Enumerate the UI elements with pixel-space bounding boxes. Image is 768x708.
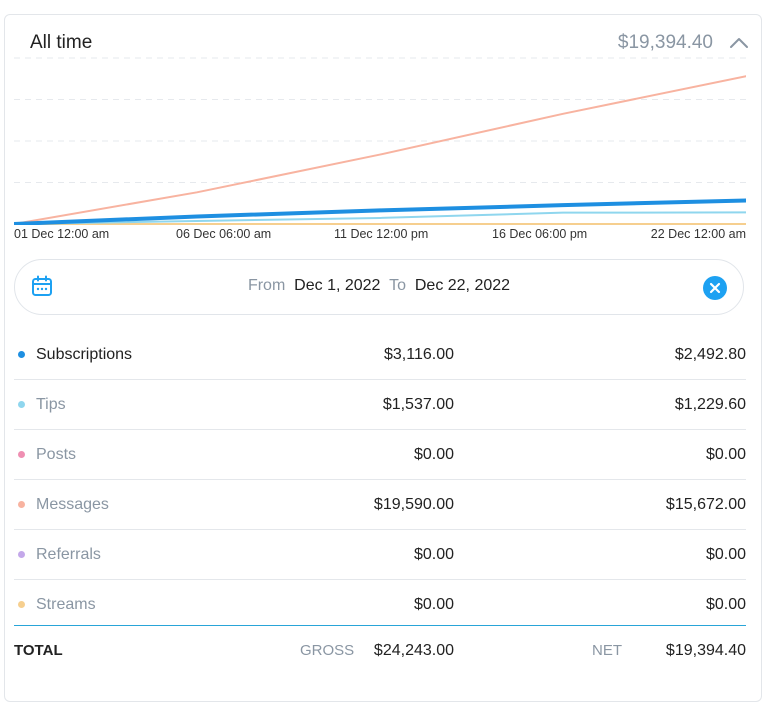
chevron-up-icon[interactable] <box>727 33 751 53</box>
series-dot <box>18 601 25 608</box>
card-header[interactable]: All time $19,394.40 <box>5 15 761 71</box>
totals-row: TOTAL GROSS $24,243.00 NET $19,394.40 <box>14 626 746 675</box>
to-label: To <box>389 277 406 294</box>
row-gross: $19,590.00 <box>373 496 454 513</box>
earnings-chart <box>14 40 746 240</box>
row-net: $15,672.00 <box>665 496 746 513</box>
list-item[interactable]: Referrals $0.00 $0.00 <box>14 530 746 580</box>
series-line-messages <box>14 75 746 225</box>
row-gross: $1,537.00 <box>382 396 454 413</box>
series-dot <box>18 551 25 558</box>
earnings-breakdown-list: Subscriptions $3,116.00 $2,492.80 Tips $… <box>14 330 746 629</box>
from-label: From <box>247 277 286 294</box>
row-gross: $3,116.00 <box>384 346 454 363</box>
row-label: Tips <box>36 396 66 413</box>
list-item[interactable]: Streams $0.00 $0.00 <box>14 580 746 629</box>
date-range-picker[interactable]: From Dec 1, 2022 To Dec 22, 2022 <box>14 259 744 315</box>
row-label: Streams <box>36 596 96 613</box>
row-net: $2,492.80 <box>674 346 746 363</box>
row-label: Referrals <box>36 546 101 563</box>
x-tick-label: 06 Dec 06:00 am <box>176 227 272 241</box>
series-line-subscriptions <box>14 198 746 225</box>
calendar-icon[interactable] <box>31 275 53 297</box>
row-net: $0.00 <box>705 596 746 613</box>
x-tick-label: 22 Dec 12:00 am <box>650 227 746 241</box>
row-net: $0.00 <box>705 446 746 463</box>
net-label: NET <box>592 642 622 659</box>
period-total: $19,394.40 <box>617 32 713 53</box>
net-total: $19,394.40 <box>665 642 746 659</box>
x-tick-label: 11 Dec 12:00 pm <box>334 227 429 241</box>
series-dot <box>18 401 25 408</box>
series-line-tips <box>14 211 746 225</box>
row-gross: $0.00 <box>413 446 454 463</box>
from-date: Dec 1, 2022 <box>294 277 381 294</box>
series-dot <box>18 501 25 508</box>
list-item[interactable]: Messages $19,590.00 $15,672.00 <box>14 480 746 530</box>
list-item[interactable]: Tips $1,537.00 $1,229.60 <box>14 380 746 430</box>
x-tick-label: 01 Dec 12:00 am <box>14 227 110 241</box>
gross-total: $24,243.00 <box>373 642 454 659</box>
to-date: Dec 22, 2022 <box>414 277 511 294</box>
gross-label: GROSS <box>300 642 355 659</box>
row-label: Messages <box>36 496 109 513</box>
row-net: $1,229.60 <box>674 396 746 413</box>
series-dot <box>18 451 25 458</box>
period-title: All time <box>30 32 93 53</box>
earnings-card: All time $19,394.40 <box>4 14 762 702</box>
x-axis-labels: 01 Dec 12:00 am 06 Dec 06:00 am 11 Dec 1… <box>14 227 746 245</box>
row-label: Posts <box>36 446 77 463</box>
row-gross: $0.00 <box>413 596 454 613</box>
row-net: $0.00 <box>705 546 746 563</box>
row-gross: $0.00 <box>413 546 454 563</box>
x-tick-label: 16 Dec 06:00 pm <box>492 227 588 241</box>
series-dot <box>18 351 25 358</box>
totals-divider <box>14 625 746 626</box>
date-range-text[interactable]: From Dec 1, 2022 To Dec 22, 2022 <box>15 277 743 295</box>
list-item[interactable]: Posts $0.00 $0.00 <box>14 430 746 480</box>
list-item[interactable]: Subscriptions $3,116.00 $2,492.80 <box>14 330 746 380</box>
total-label: TOTAL <box>14 642 63 659</box>
row-label: Subscriptions <box>36 346 133 363</box>
clear-circle-icon[interactable] <box>703 276 727 300</box>
